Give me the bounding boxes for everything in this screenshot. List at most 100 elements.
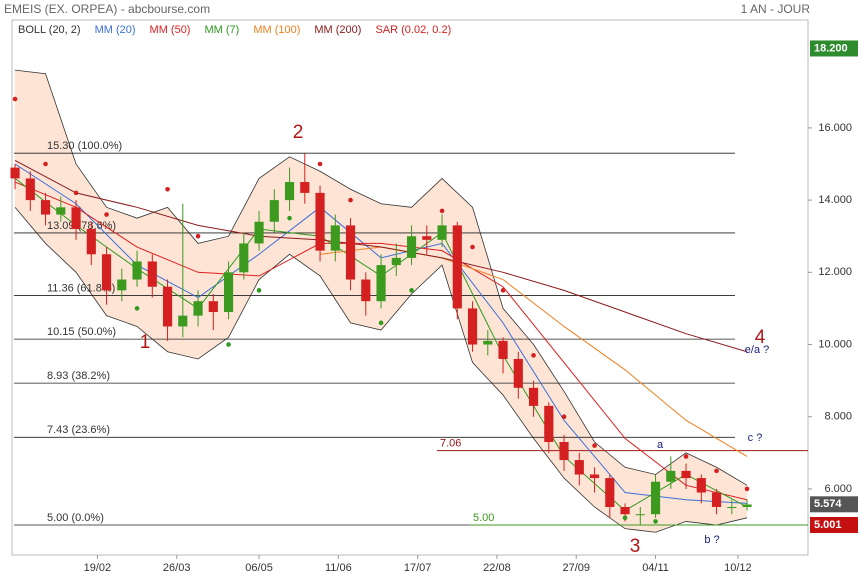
y-tick-label: 14.000 bbox=[818, 194, 852, 206]
sar-dot bbox=[531, 353, 536, 358]
candle-body bbox=[193, 301, 203, 316]
sar-dot bbox=[470, 244, 475, 250]
price-tag-label: 18.200 bbox=[814, 42, 848, 54]
candle-body bbox=[528, 387, 539, 406]
x-tick-label: 19/02 bbox=[84, 562, 112, 574]
sar-dot bbox=[104, 212, 109, 217]
candle-body bbox=[711, 492, 722, 507]
legend-entry: MM (20) bbox=[95, 24, 136, 36]
y-tick-label: 10.000 bbox=[818, 338, 852, 350]
candle-body bbox=[345, 225, 356, 280]
candle-body bbox=[56, 207, 66, 215]
sar-dot bbox=[73, 190, 79, 196]
candle-body bbox=[284, 182, 295, 201]
sar-dot bbox=[134, 306, 140, 311]
candle-body bbox=[559, 441, 569, 461]
candle-body bbox=[71, 207, 81, 229]
sar-dot bbox=[287, 215, 292, 221]
level-label: 7.06 bbox=[440, 438, 461, 450]
candle-body bbox=[666, 470, 676, 482]
legend-entry: MM (100) bbox=[253, 24, 300, 36]
y-tick-label: 12.000 bbox=[818, 266, 852, 278]
candle-body bbox=[269, 200, 279, 222]
sar-dot bbox=[226, 342, 231, 347]
sar-dot bbox=[165, 186, 170, 192]
candle-body bbox=[10, 167, 20, 179]
x-tick-label: 11/06 bbox=[325, 562, 352, 574]
wave-label: a bbox=[657, 439, 664, 451]
candle-body bbox=[391, 257, 401, 266]
x-tick-label: 04/11 bbox=[642, 562, 669, 574]
candle-body bbox=[513, 358, 523, 388]
wave-label: b ? bbox=[704, 534, 719, 546]
fib-label: 8.93 (38.2%) bbox=[47, 370, 110, 382]
price-tag-label: 5.574 bbox=[814, 498, 842, 510]
candle-body bbox=[574, 460, 584, 475]
candle-body bbox=[498, 340, 508, 359]
wave-label: 4 bbox=[755, 327, 766, 348]
candle-body bbox=[696, 478, 706, 493]
candle-body bbox=[132, 261, 142, 280]
fib-label: 5.00 (0.0%) bbox=[47, 512, 104, 524]
sar-dot bbox=[683, 454, 689, 459]
x-tick-label: 27/09 bbox=[562, 562, 590, 574]
wave-label: 1 bbox=[140, 332, 151, 353]
candle-body bbox=[361, 279, 371, 302]
period: 1 AN - JOUR bbox=[741, 2, 811, 16]
candle-body bbox=[178, 315, 188, 327]
candle-body bbox=[376, 265, 386, 302]
candle-body bbox=[742, 504, 752, 507]
candle-body bbox=[681, 470, 691, 479]
candle-body bbox=[25, 178, 35, 201]
sar-dot bbox=[561, 414, 567, 420]
sar-dot bbox=[256, 288, 262, 293]
candle-body bbox=[437, 225, 447, 240]
candle-body bbox=[254, 221, 264, 244]
price-tag bbox=[810, 516, 858, 533]
sar-dot bbox=[500, 288, 506, 293]
fib-label: 7.43 (23.6%) bbox=[47, 424, 110, 436]
candle-body bbox=[544, 405, 554, 442]
band-line bbox=[14, 207, 748, 533]
fib-label: 11.36 (61.8%) bbox=[47, 282, 115, 294]
sar-dot bbox=[348, 197, 353, 203]
y-tick-label: 8.000 bbox=[824, 411, 852, 423]
x-tick-label: 26/03 bbox=[163, 562, 191, 574]
candle-body bbox=[452, 225, 462, 309]
candle-body bbox=[40, 200, 51, 215]
fib-label: 15.30 (100.0%) bbox=[47, 140, 122, 152]
wave-label: e/a ? bbox=[745, 344, 769, 356]
candle-body bbox=[635, 514, 645, 516]
candle-body bbox=[422, 236, 432, 240]
candle-body bbox=[589, 474, 600, 479]
legend-entry: SAR (0.02, 0.2) bbox=[375, 24, 451, 36]
page-title: EMEIS (EX. ORPEA) - abcbourse.com bbox=[4, 2, 210, 16]
candle-body bbox=[101, 254, 112, 291]
price-tag bbox=[810, 40, 858, 57]
legend-entry: MM (7) bbox=[204, 24, 239, 36]
ma-line bbox=[14, 159, 748, 353]
candle-body bbox=[162, 286, 173, 327]
fib-label: 10.15 (50.0%) bbox=[47, 326, 116, 338]
x-tick-label: 17/07 bbox=[404, 562, 432, 574]
sar-dot bbox=[43, 161, 48, 167]
candle-body bbox=[223, 272, 234, 313]
candle-body bbox=[650, 481, 661, 515]
sar-dot bbox=[317, 161, 323, 167]
y-tick-label: 16.000 bbox=[818, 122, 852, 134]
sar-dot bbox=[378, 320, 384, 326]
sar-dot bbox=[744, 486, 750, 492]
sar-dot bbox=[622, 515, 628, 521]
candle-body bbox=[239, 243, 249, 273]
x-tick-label: 22/08 bbox=[483, 562, 511, 574]
candle-body bbox=[330, 225, 340, 251]
sar-dot bbox=[409, 288, 414, 293]
plot: BOLL (20, 2) MM (20) MM (50) MM (7) MM (100)… bbox=[10, 24, 808, 533]
sar-dot bbox=[12, 96, 18, 102]
sar-dot bbox=[714, 468, 719, 474]
candle-body bbox=[86, 228, 96, 255]
price-tag-label: 5.001 bbox=[814, 519, 842, 531]
candle-body bbox=[620, 506, 630, 515]
sar-dot bbox=[592, 443, 597, 448]
